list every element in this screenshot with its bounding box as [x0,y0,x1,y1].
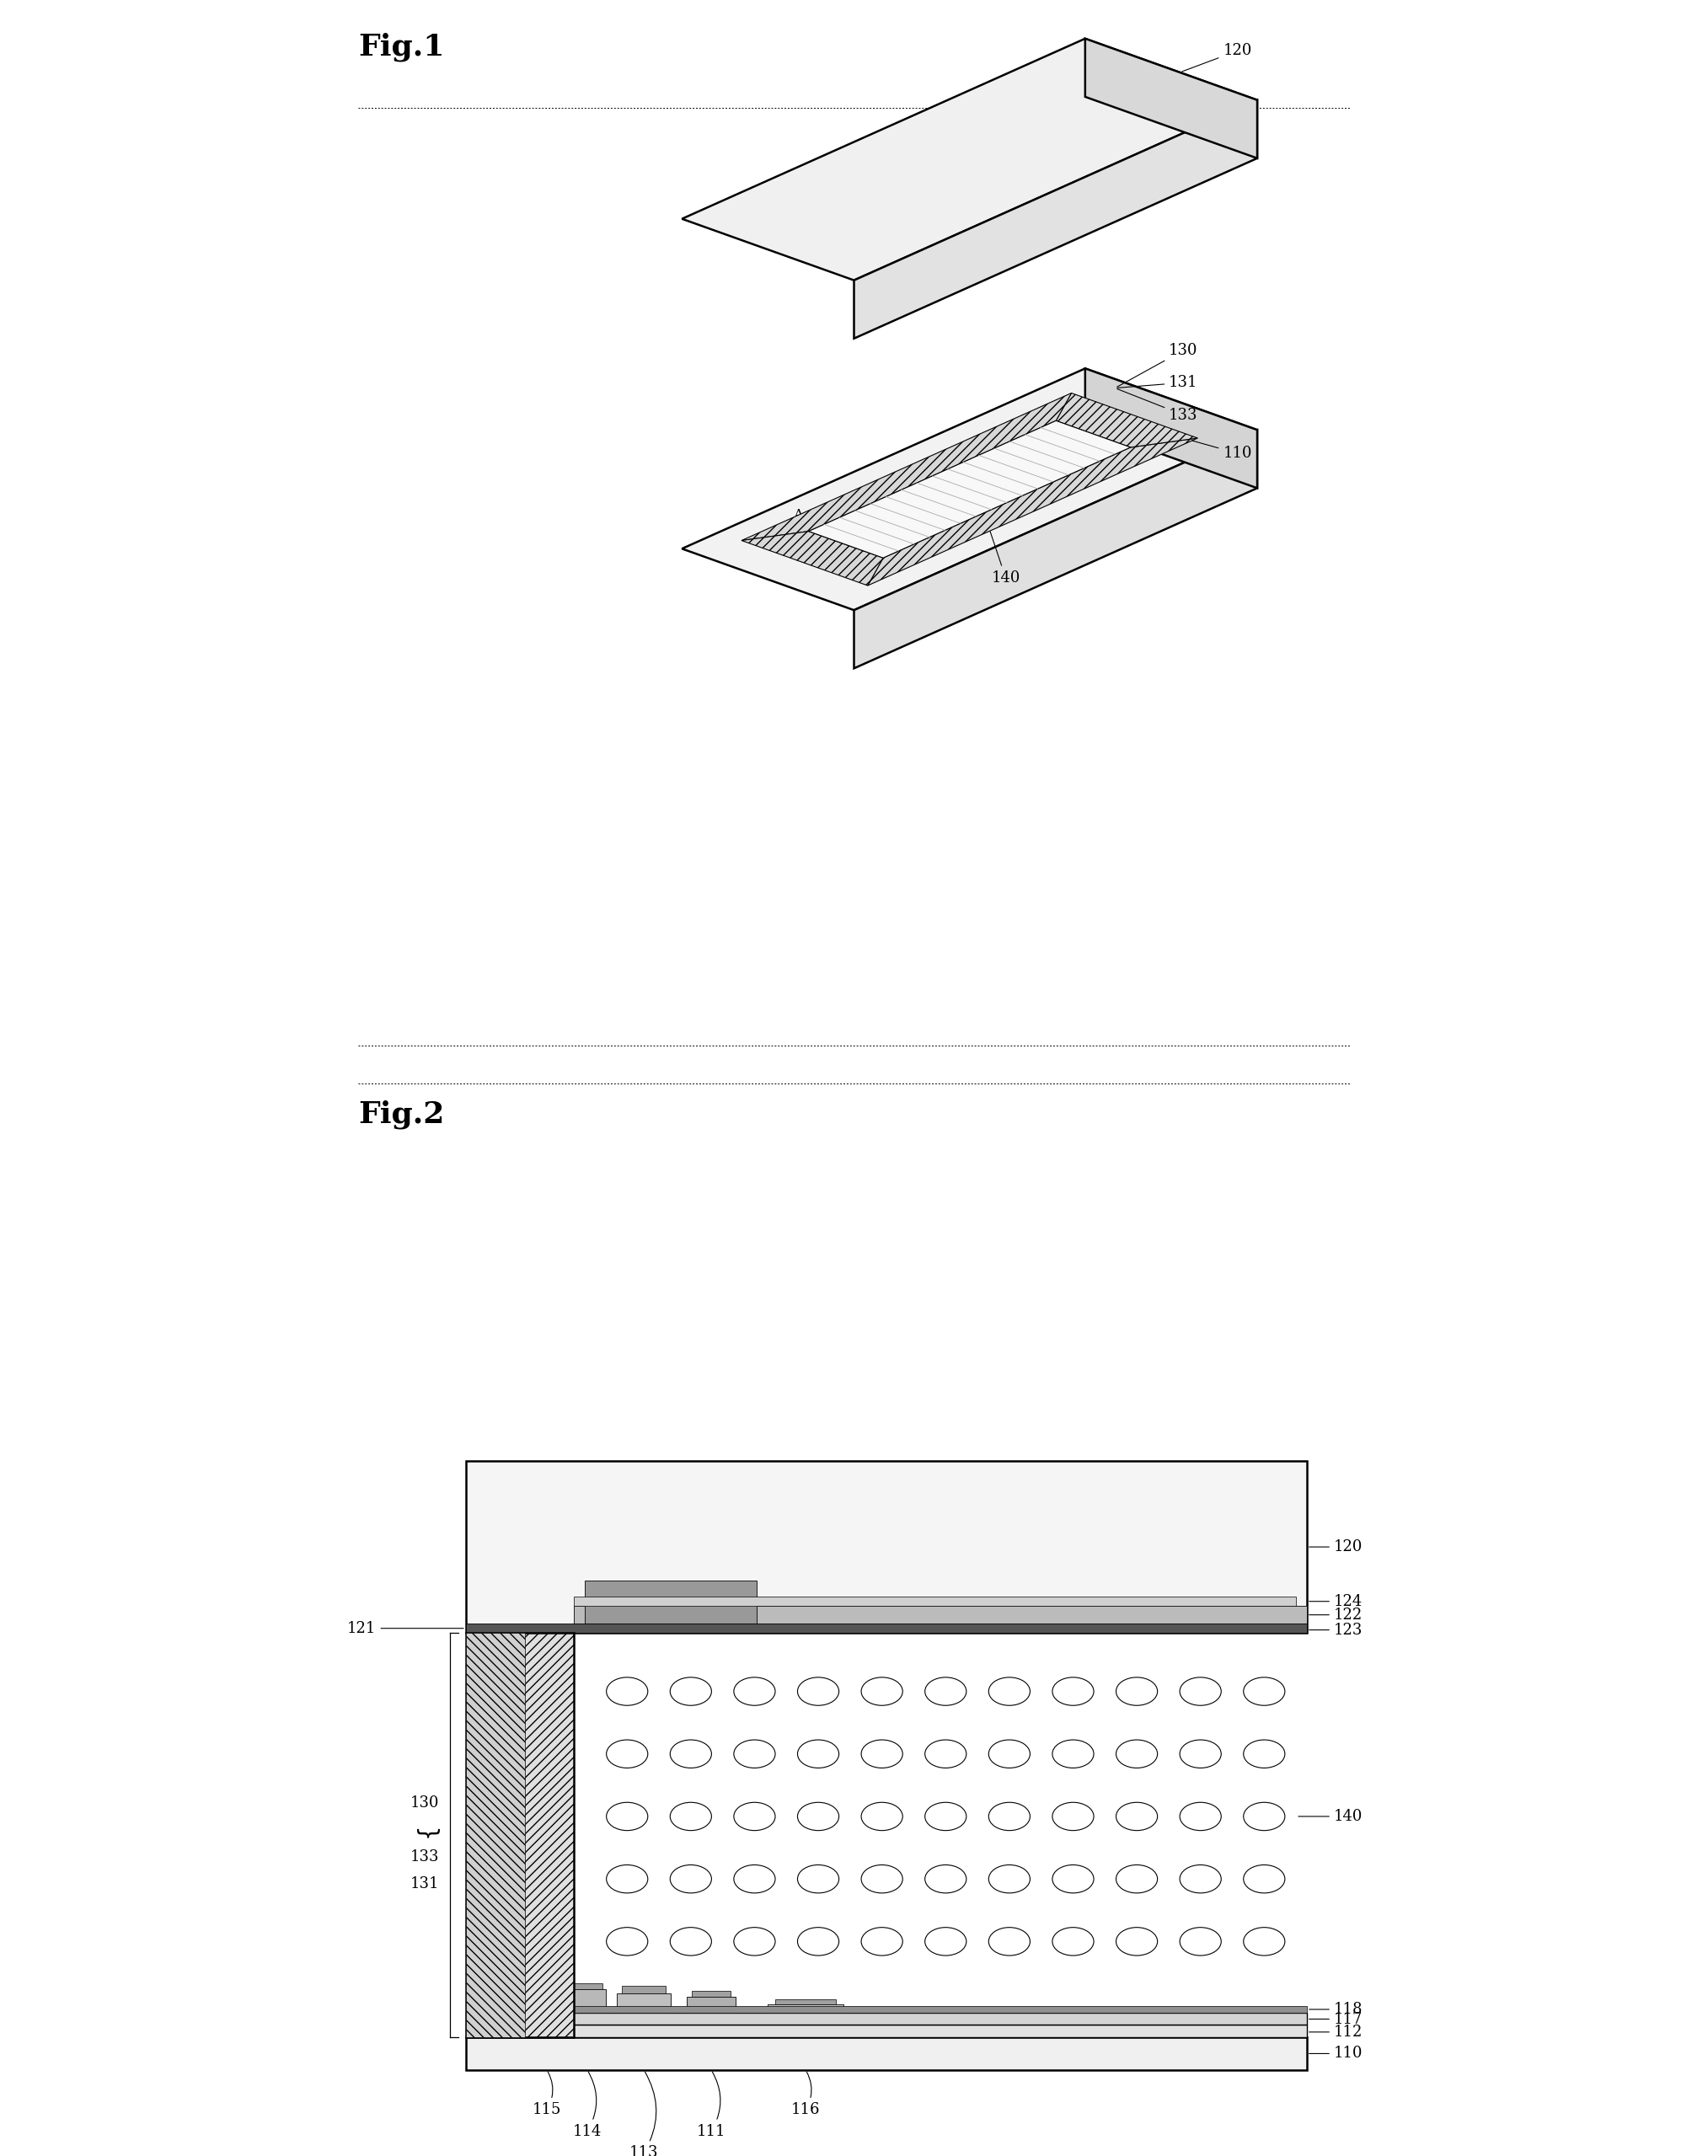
Text: 122: 122 [1308,1606,1363,1623]
Polygon shape [854,429,1257,668]
Bar [687,1996,736,2014]
Bar [617,1992,671,2014]
Polygon shape [868,438,1197,586]
Bar [574,1606,1307,1623]
Polygon shape [854,99,1257,338]
Text: 123: 123 [1308,1621,1363,1639]
Text: 133: 133 [410,1850,439,1865]
Bar [466,1462,1307,1634]
Bar [466,2014,1307,2024]
Text: 118: 118 [1308,2001,1363,2018]
Bar [574,2005,1307,2014]
Text: Fig.2: Fig.2 [359,1100,444,1128]
Bar [466,2024,1307,2037]
Bar [466,1634,574,2037]
Polygon shape [681,369,1257,610]
Bar [466,1623,1307,1634]
Text: 140: 140 [1298,1809,1363,1824]
Text: {: { [415,1822,439,1837]
Text: 115: 115 [533,2072,562,2117]
Text: 131: 131 [410,1876,439,1891]
Text: 130: 130 [410,1796,439,1811]
Text: 120: 120 [1182,43,1252,71]
Bar [584,1580,757,1623]
Polygon shape [1085,369,1257,487]
Text: A: A [793,507,866,567]
Text: 130: 130 [1117,343,1197,386]
Text: 120: 120 [1308,1539,1363,1554]
Text: 117: 117 [1308,2012,1363,2027]
Bar [622,1986,666,1992]
Bar [572,1984,603,1988]
Polygon shape [1085,39,1257,157]
Text: 131: 131 [1117,375,1197,390]
Text: Fig.1: Fig.1 [359,32,444,60]
Text: 121: 121 [347,1621,463,1636]
Text: 113: 113 [629,2072,658,2156]
Text: 110: 110 [1308,2046,1363,2061]
Text: 114: 114 [572,2072,601,2139]
Polygon shape [808,420,1131,558]
Polygon shape [681,39,1257,280]
Text: 124: 124 [1308,1593,1363,1608]
Bar [775,2001,835,2005]
Polygon shape [741,392,1071,541]
Text: 116: 116 [791,2072,820,2117]
Bar [769,2005,844,2014]
Text: 133: 133 [1117,388,1197,423]
Polygon shape [741,530,883,586]
Bar [519,1996,574,2014]
Polygon shape [1056,392,1197,446]
Bar [466,1634,524,2037]
Text: 112: 112 [1308,2024,1363,2040]
Bar [569,1988,606,2014]
Bar [524,1988,569,1996]
Bar [466,2037,1307,2070]
Text: A: A [837,500,886,537]
Text: 140: 140 [970,472,1020,584]
Bar [574,1595,1296,1606]
Text: 110: 110 [1182,438,1252,461]
Text: 111: 111 [697,2072,726,2139]
Bar [692,1992,731,1996]
